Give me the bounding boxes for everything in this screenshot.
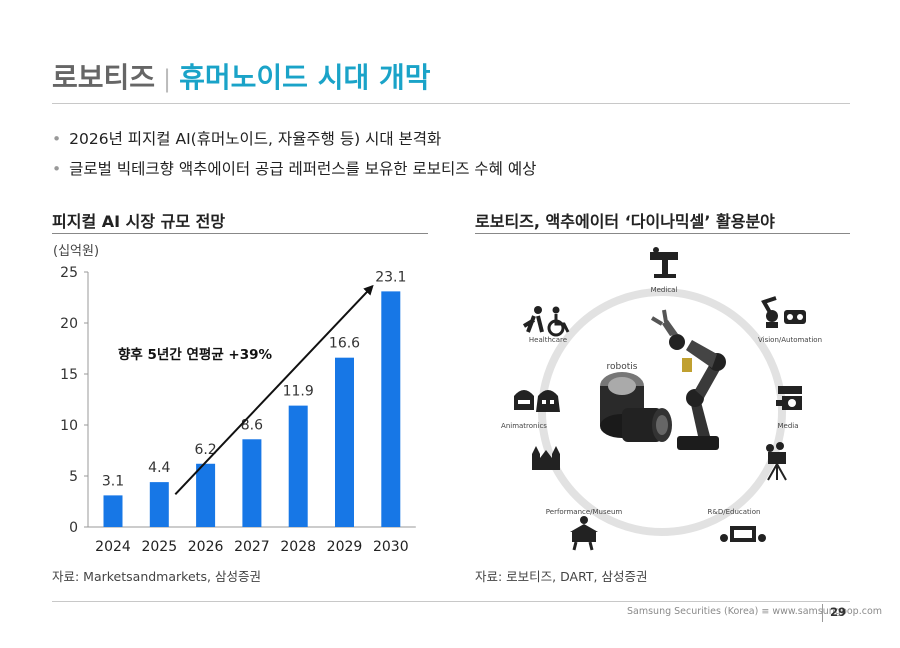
title-separator: | (163, 65, 172, 93)
headline: 휴머노이드 시대 개막 (179, 61, 431, 94)
x-tick-label-2027: 2027 (234, 539, 270, 555)
y-tick-label: 0 (69, 520, 78, 536)
bullet-text: 글로벌 빅테크향 액추에이터 공급 레퍼런스를 보유한 로보티즈 수혜 예상 (69, 160, 537, 178)
chart-section-rule (52, 233, 428, 234)
camera-tripod-icon (766, 442, 787, 481)
bullet-dot-icon: • (52, 160, 62, 178)
performance-museum-label: Performance/Museum (546, 508, 623, 516)
vision-automation-icon (761, 296, 806, 328)
y-tick-label: 10 (60, 418, 78, 434)
bar-2027 (242, 439, 262, 527)
bullet-item: • 글로벌 빅테크향 액추에이터 공급 레퍼런스를 보유한 로보티즈 수혜 예상 (52, 154, 536, 184)
chart-unit-label: (십억원) (53, 244, 100, 259)
rnd-education-label: R&D/Education (708, 508, 761, 516)
chart-section-title: 피지컬 AI 시장 규모 전망 (52, 212, 226, 231)
y-tick-label: 15 (60, 367, 78, 383)
data-label-2025: 4.4 (148, 460, 170, 476)
bullet-list: • 2026년 피지컬 AI(휴머노이드, 자율주행 등) 시대 본격화 • 글로벌… (52, 124, 536, 184)
castle-icon (532, 446, 560, 470)
y-tick-label: 25 (60, 265, 78, 281)
footer-separator (822, 604, 823, 622)
company-name: 로보티즈 (52, 61, 156, 94)
applications-section-rule (475, 233, 850, 234)
performance-museum-icon (570, 516, 598, 551)
x-tick-label-2028: 2028 (280, 539, 316, 555)
media-icon (776, 386, 802, 410)
applications-source: 자료: 로보티즈, DART, 삼성증권 (475, 569, 648, 584)
animatronics-label: Animatronics (501, 422, 547, 430)
trend-arrow (174, 284, 374, 496)
data-label-2024: 3.1 (102, 473, 124, 489)
healthcare-label: Healthcare (529, 336, 567, 344)
bullet-item: • 2026년 피지컬 AI(휴머노이드, 자율주행 등) 시대 본격화 (52, 124, 536, 154)
footer-text: Samsung Securities (Korea) ≡ www.samsung… (627, 606, 883, 617)
data-label-2026: 6.2 (194, 442, 216, 458)
bar-2026 (196, 463, 216, 527)
y-tick-label: 5 (69, 469, 78, 485)
x-tick-label-2030: 2030 (373, 539, 409, 555)
rnd-education-icon (720, 526, 766, 542)
data-label-2030: 23.1 (375, 269, 406, 285)
bar-2025 (149, 482, 169, 527)
applications-section-title: 로보티즈, 액추에이터 ‘다이나믹셀’ 활용분야 (475, 212, 775, 231)
bottom-divider (52, 601, 850, 602)
x-tick-label-2025: 2025 (141, 539, 177, 555)
data-label-2029: 16.6 (329, 336, 360, 352)
data-label-2027: 8.6 (241, 417, 263, 433)
bar-2030 (381, 291, 401, 527)
bar-2029 (335, 357, 354, 527)
bullet-text: 2026년 피지컬 AI(휴머노이드, 자율주행 등) 시대 본격화 (69, 130, 442, 148)
bar-2028 (288, 405, 308, 527)
medical-icon (650, 247, 678, 278)
medical-label: Medical (651, 286, 678, 294)
x-tick-label-2029: 2029 (327, 539, 363, 555)
healthcare-icon (522, 306, 570, 337)
animatronics-icon (514, 390, 560, 412)
y-tick-label: 20 (60, 316, 78, 332)
bullet-dot-icon: • (52, 130, 62, 148)
robot-arm-image: robotis (600, 309, 726, 450)
page-number: 29 (830, 605, 847, 619)
trend-annotation: 향후 5년간 연평균 +39% (118, 346, 273, 363)
chart-source: 자료: Marketsandmarkets, 삼성증권 (52, 569, 262, 584)
bar-2024 (103, 495, 123, 527)
data-label-2028: 11.9 (283, 384, 314, 400)
applications-diagram: robotis Medical Vision/Automation (501, 247, 822, 551)
media-label: Media (777, 422, 798, 430)
vision-automation-label: Vision/Automation (758, 336, 822, 344)
robotis-logo: robotis (607, 362, 638, 372)
page-title: 로보티즈 | 휴머노이드 시대 개막 (52, 56, 430, 96)
top-divider (52, 103, 850, 104)
x-tick-label-2026: 2026 (188, 539, 224, 555)
x-tick-label-2024: 2024 (95, 539, 131, 555)
